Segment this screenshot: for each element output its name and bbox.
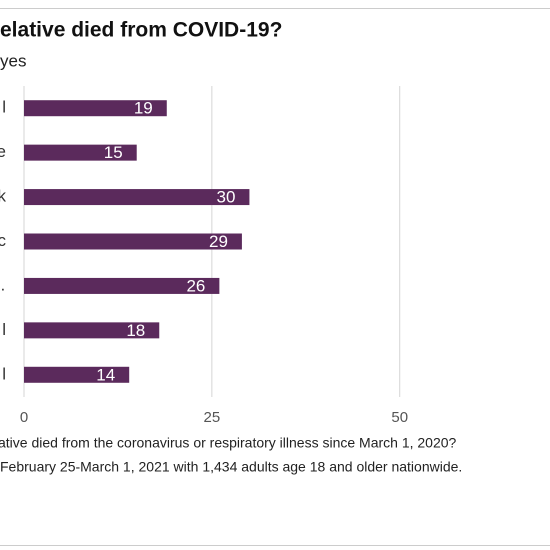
note: ative died from the coronavirus or respi… (0, 435, 457, 451)
value-label: 15 (104, 143, 123, 162)
y-tick-label: c (0, 231, 7, 250)
y-tick-label: e (0, 142, 6, 161)
value-label: 14 (96, 365, 115, 384)
y-tick-label: k (0, 187, 7, 206)
value-label: 30 (217, 188, 236, 207)
value-label: 18 (126, 321, 145, 340)
bar (24, 366, 130, 383)
bar (24, 189, 250, 206)
chart-title: elative died from COVID-19? (0, 19, 282, 42)
bar (24, 233, 242, 250)
note: February 25-March 1, 2021 with 1,434 adu… (0, 459, 462, 475)
value-label: 26 (186, 276, 205, 295)
y-tick-label: l (2, 320, 6, 339)
bar (24, 144, 137, 161)
y-tick-label: l (2, 98, 6, 117)
value-label: 19 (134, 99, 153, 118)
bar (24, 277, 220, 294)
value-label: 29 (209, 232, 228, 251)
bar (24, 100, 167, 117)
x-tick-label: 50 (391, 409, 408, 426)
bar (24, 322, 160, 339)
y-tick-label: l (2, 364, 6, 383)
x-tick-label: 25 (204, 409, 221, 426)
chart-subtitle: yes (0, 51, 26, 70)
x-tick-label: 0 (20, 409, 28, 426)
y-tick-label: l… (0, 275, 6, 294)
